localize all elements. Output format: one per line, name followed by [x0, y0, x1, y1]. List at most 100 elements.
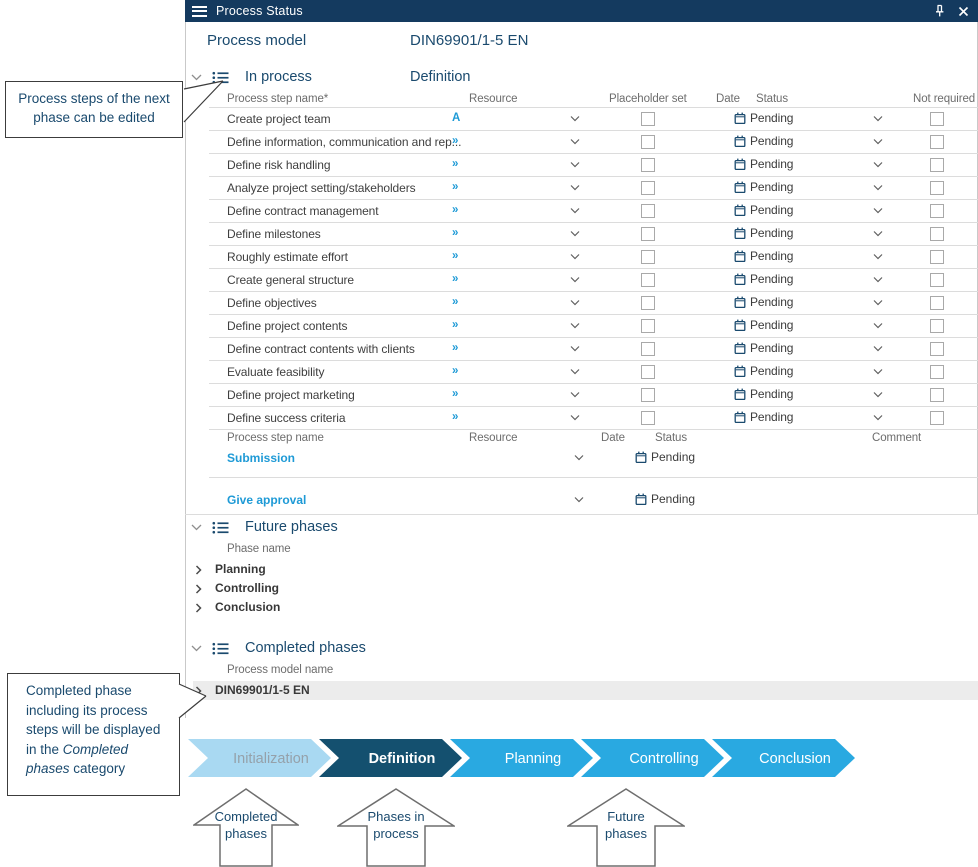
status-cell[interactable]: Pending	[734, 295, 793, 309]
resource-link[interactable]: »	[452, 296, 459, 308]
not-required-checkbox[interactable]	[930, 296, 944, 310]
process-step-row[interactable]: Create project team A Pending	[209, 108, 978, 131]
approval-row-give-approval[interactable]: Give approval Pending	[209, 489, 978, 515]
status-dropdown-icon[interactable]	[873, 415, 883, 421]
step-name-cell[interactable]: Define contract management	[227, 204, 379, 218]
resource-dropdown-icon[interactable]	[570, 323, 580, 329]
status-dropdown-icon[interactable]	[873, 162, 883, 168]
future-phase-row[interactable]: Planning	[185, 560, 978, 579]
status-cell[interactable]: Pending	[734, 180, 793, 194]
status-dropdown-icon[interactable]	[873, 392, 883, 398]
status-cell[interactable]: Pending	[734, 387, 793, 401]
process-step-row[interactable]: Define success criteria » Pending	[209, 407, 978, 430]
placeholder-set-checkbox[interactable]	[641, 388, 655, 402]
approval-step-name[interactable]: Give approval	[227, 493, 307, 507]
step-name-cell[interactable]: Evaluate feasibility	[227, 365, 325, 379]
placeholder-set-checkbox[interactable]	[641, 227, 655, 241]
not-required-checkbox[interactable]	[930, 158, 944, 172]
process-step-row[interactable]: Define objectives » Pending	[209, 292, 978, 315]
resource-link[interactable]: »	[452, 135, 459, 147]
resource-dropdown-icon[interactable]	[570, 208, 580, 214]
phase-name[interactable]: Controlling	[215, 581, 279, 595]
not-required-checkbox[interactable]	[930, 204, 944, 218]
step-name-cell[interactable]: Define success criteria	[227, 411, 346, 425]
resource-link[interactable]: »	[452, 342, 459, 354]
not-required-checkbox[interactable]	[930, 135, 944, 149]
step-name-cell[interactable]: Define project contents	[227, 319, 348, 333]
future-phase-row[interactable]: Conclusion	[185, 598, 978, 617]
resource-dropdown-icon[interactable]	[570, 369, 580, 375]
status-dropdown-icon[interactable]	[873, 185, 883, 191]
resource-dropdown-icon[interactable]	[570, 139, 580, 145]
resource-link[interactable]: »	[452, 273, 459, 285]
process-step-row[interactable]: Roughly estimate effort » Pending	[209, 246, 978, 269]
process-step-row[interactable]: Create general structure » Pending	[209, 269, 978, 292]
completed-phase-row[interactable]: DIN69901/1-5 EN	[193, 681, 978, 700]
phase-name[interactable]: Planning	[215, 562, 266, 576]
resource-dropdown-icon[interactable]	[570, 231, 580, 237]
step-name-cell[interactable]: Define milestones	[227, 227, 321, 241]
collapse-chevron-icon[interactable]	[191, 524, 202, 531]
step-name-cell[interactable]: Create project team	[227, 112, 331, 126]
resource-dropdown-icon[interactable]	[570, 185, 580, 191]
expand-chevron-icon[interactable]	[195, 584, 202, 594]
status-dropdown-icon[interactable]	[873, 231, 883, 237]
resource-link[interactable]: »	[452, 181, 459, 193]
resource-link[interactable]: A	[452, 112, 461, 124]
status-cell[interactable]: Pending	[734, 134, 793, 148]
resource-dropdown-icon[interactable]	[570, 116, 580, 122]
status-dropdown-icon[interactable]	[873, 300, 883, 306]
resource-dropdown-icon[interactable]	[574, 455, 584, 461]
future-phase-row[interactable]: Controlling	[185, 579, 978, 598]
status-cell[interactable]: Pending	[734, 410, 793, 424]
resource-dropdown-icon[interactable]	[574, 497, 584, 503]
process-step-row[interactable]: Evaluate feasibility » Pending	[209, 361, 978, 384]
placeholder-set-checkbox[interactable]	[641, 135, 655, 149]
process-step-row[interactable]: Define information, communication and re…	[209, 131, 978, 154]
collapse-chevron-icon[interactable]	[191, 74, 202, 81]
status-cell[interactable]: Pending	[635, 492, 695, 506]
status-dropdown-icon[interactable]	[873, 346, 883, 352]
status-cell[interactable]: Pending	[734, 249, 793, 263]
resource-dropdown-icon[interactable]	[570, 277, 580, 283]
resource-dropdown-icon[interactable]	[570, 392, 580, 398]
resource-link[interactable]: »	[452, 204, 459, 216]
placeholder-set-checkbox[interactable]	[641, 158, 655, 172]
placeholder-set-checkbox[interactable]	[641, 411, 655, 425]
process-step-row[interactable]: Define milestones » Pending	[209, 223, 978, 246]
status-cell[interactable]: Pending	[734, 203, 793, 217]
phase-name[interactable]: Conclusion	[215, 600, 281, 614]
status-cell[interactable]: Pending	[734, 111, 793, 125]
resource-link[interactable]: »	[452, 319, 459, 331]
not-required-checkbox[interactable]	[930, 112, 944, 126]
placeholder-set-checkbox[interactable]	[641, 250, 655, 264]
resource-link[interactable]: »	[452, 365, 459, 377]
step-name-cell[interactable]: Define risk handling	[227, 158, 331, 172]
placeholder-set-checkbox[interactable]	[641, 112, 655, 126]
step-name-cell[interactable]: Define contract contents with clients	[227, 342, 415, 356]
resource-link[interactable]: »	[452, 250, 459, 262]
pin-icon[interactable]	[933, 4, 946, 18]
expand-chevron-icon[interactable]	[195, 565, 202, 575]
status-cell[interactable]: Pending	[734, 318, 793, 332]
status-dropdown-icon[interactable]	[873, 208, 883, 214]
not-required-checkbox[interactable]	[930, 388, 944, 402]
resource-dropdown-icon[interactable]	[570, 346, 580, 352]
status-cell[interactable]: Pending	[734, 226, 793, 240]
not-required-checkbox[interactable]	[930, 319, 944, 333]
menu-icon[interactable]	[192, 5, 207, 17]
step-name-cell[interactable]: Create general structure	[227, 273, 354, 287]
process-step-row[interactable]: Define risk handling » Pending	[209, 154, 978, 177]
step-name-cell[interactable]: Analyze project setting/stakeholders	[227, 181, 416, 195]
step-name-cell[interactable]: Define information, communication and re…	[227, 135, 462, 149]
status-dropdown-icon[interactable]	[873, 254, 883, 260]
step-name-cell[interactable]: Define project marketing	[227, 388, 355, 402]
not-required-checkbox[interactable]	[930, 273, 944, 287]
status-dropdown-icon[interactable]	[873, 323, 883, 329]
placeholder-set-checkbox[interactable]	[641, 273, 655, 287]
status-cell[interactable]: Pending	[635, 450, 695, 464]
placeholder-set-checkbox[interactable]	[641, 342, 655, 356]
not-required-checkbox[interactable]	[930, 181, 944, 195]
process-step-row[interactable]: Define project marketing » Pending	[209, 384, 978, 407]
approval-row-submission[interactable]: Submission Pending	[209, 447, 978, 478]
